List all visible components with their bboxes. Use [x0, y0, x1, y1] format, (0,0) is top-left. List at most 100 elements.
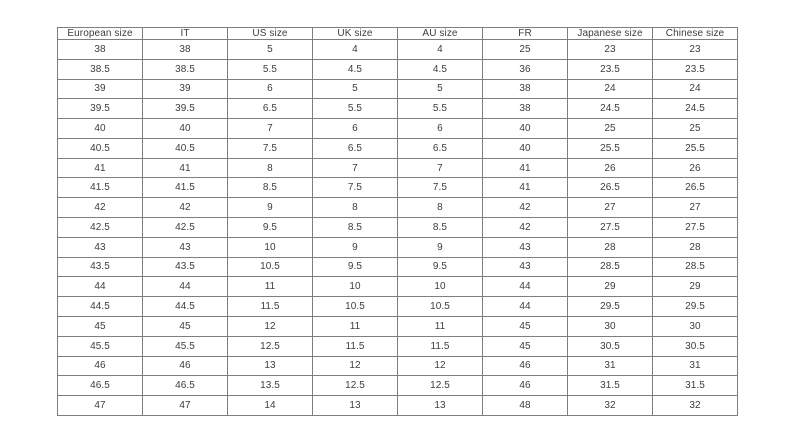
table-cell: 11.5: [227, 296, 313, 317]
table-cell: 28.5: [567, 256, 653, 278]
column-header-us-size: US size: [227, 27, 313, 40]
table-cell: 47: [142, 395, 228, 416]
table-cell: 9: [312, 236, 398, 258]
table-cell: 11.5: [312, 335, 398, 357]
table-row: 38 38 5 4 4 25 23 23: [57, 39, 738, 60]
table-cell: 38: [57, 39, 143, 60]
table-cell: 27.5: [567, 217, 653, 238]
table-cell: 10: [312, 276, 398, 298]
table-cell: 45: [482, 335, 568, 357]
table-cell: 10.5: [312, 296, 398, 317]
table-row: 46.5 46.5 13.5 12.5 12.5 46 31.5 31.5: [57, 375, 738, 397]
column-header-uk-size: UK size: [312, 27, 398, 40]
table-row: 43.5 43.5 10.5 9.5 9.5 43 28.5 28.5: [57, 256, 738, 278]
table-cell: 31: [652, 355, 738, 377]
table-cell: 26.5: [652, 177, 738, 199]
table-cell: 9.5: [227, 217, 313, 238]
table-cell: 25.5: [652, 137, 738, 159]
table-row: 44 44 11 10 10 44 29 29: [57, 276, 738, 298]
table-cell: 38.5: [57, 58, 143, 80]
shoe-size-conversion-table: European size IT US size UK size AU size FR Ja…: [57, 27, 738, 416]
table-cell: 5: [227, 39, 313, 60]
table-cell: 7: [312, 157, 398, 179]
table-cell: 8: [312, 197, 398, 219]
header-row: European size IT US size UK size AU size FR Ja…: [57, 27, 738, 40]
table-cell: 41.5: [57, 177, 143, 199]
column-header-it: IT: [142, 27, 228, 40]
table-cell: 38: [482, 78, 568, 100]
table-cell: 23.5: [567, 58, 653, 80]
table-cell: 11: [312, 315, 398, 337]
table-cell: 8: [227, 157, 313, 179]
table-cell: 40: [142, 118, 228, 139]
table-cell: 4: [397, 39, 483, 60]
table-cell: 8.5: [227, 177, 313, 199]
table-cell: 30.5: [652, 335, 738, 357]
table-cell: 5.5: [397, 98, 483, 120]
table-cell: 23: [652, 39, 738, 60]
table-cell: 9.5: [312, 256, 398, 278]
table-row: 45 45 12 11 11 45 30 30: [57, 315, 738, 337]
table-cell: 24: [652, 78, 738, 100]
table-cell: 10: [227, 236, 313, 258]
table-cell: 12.5: [312, 375, 398, 397]
table-cell: 4: [312, 39, 398, 60]
table-header: European size IT US size UK size AU size FR Ja…: [57, 27, 738, 40]
table-row: 43 43 10 9 9 43 28 28: [57, 236, 738, 258]
table-cell: 5: [397, 78, 483, 100]
table-cell: 7: [397, 157, 483, 179]
table-cell: 11.5: [397, 335, 483, 357]
table-cell: 31.5: [652, 375, 738, 397]
table-cell: 29.5: [652, 296, 738, 317]
table-cell: 26: [652, 157, 738, 179]
table-row: 40 40 7 6 6 40 25 25: [57, 118, 738, 139]
table-cell: 38: [482, 98, 568, 120]
table-cell: 31: [567, 355, 653, 377]
table-cell: 41: [482, 157, 568, 179]
table-row: 46 46 13 12 12 46 31 31: [57, 355, 738, 377]
table-cell: 4.5: [312, 58, 398, 80]
table-cell: 30: [652, 315, 738, 337]
table-cell: 24.5: [567, 98, 653, 120]
table-cell: 26: [567, 157, 653, 179]
table-cell: 39.5: [142, 98, 228, 120]
table-cell: 12: [397, 355, 483, 377]
table-cell: 9: [227, 197, 313, 219]
table-cell: 43: [142, 236, 228, 258]
table-cell: 13: [397, 395, 483, 416]
table-cell: 40: [482, 118, 568, 139]
table-cell: 9.5: [397, 256, 483, 278]
table-cell: 5: [312, 78, 398, 100]
table-cell: 41.5: [142, 177, 228, 199]
table-cell: 25: [652, 118, 738, 139]
column-header-au-size: AU size: [397, 27, 483, 40]
table-cell: 6.5: [312, 137, 398, 159]
table-cell: 32: [567, 395, 653, 416]
table-row: 45.5 45.5 12.5 11.5 11.5 45 30.5 30.5: [57, 335, 738, 357]
table-cell: 45: [482, 315, 568, 337]
table-cell: 44.5: [142, 296, 228, 317]
table-row: 47 47 14 13 13 48 32 32: [57, 395, 738, 416]
table-cell: 46: [57, 355, 143, 377]
table-cell: 31.5: [567, 375, 653, 397]
table-cell: 8: [397, 197, 483, 219]
table-cell: 32: [652, 395, 738, 416]
table-cell: 29.5: [567, 296, 653, 317]
table-cell: 42: [482, 197, 568, 219]
table-cell: 13: [227, 355, 313, 377]
table-cell: 12: [312, 355, 398, 377]
table-cell: 45: [57, 315, 143, 337]
table-cell: 38: [142, 39, 228, 60]
table-cell: 46.5: [142, 375, 228, 397]
table-cell: 46: [482, 375, 568, 397]
table-cell: 41: [142, 157, 228, 179]
table-cell: 40: [482, 137, 568, 159]
table-cell: 39: [57, 78, 143, 100]
table-cell: 42: [57, 197, 143, 219]
table-cell: 40: [57, 118, 143, 139]
table-cell: 6: [312, 118, 398, 139]
table-cell: 40.5: [142, 137, 228, 159]
table-cell: 38.5: [142, 58, 228, 80]
table-cell: 29: [567, 276, 653, 298]
table-cell: 42.5: [142, 217, 228, 238]
